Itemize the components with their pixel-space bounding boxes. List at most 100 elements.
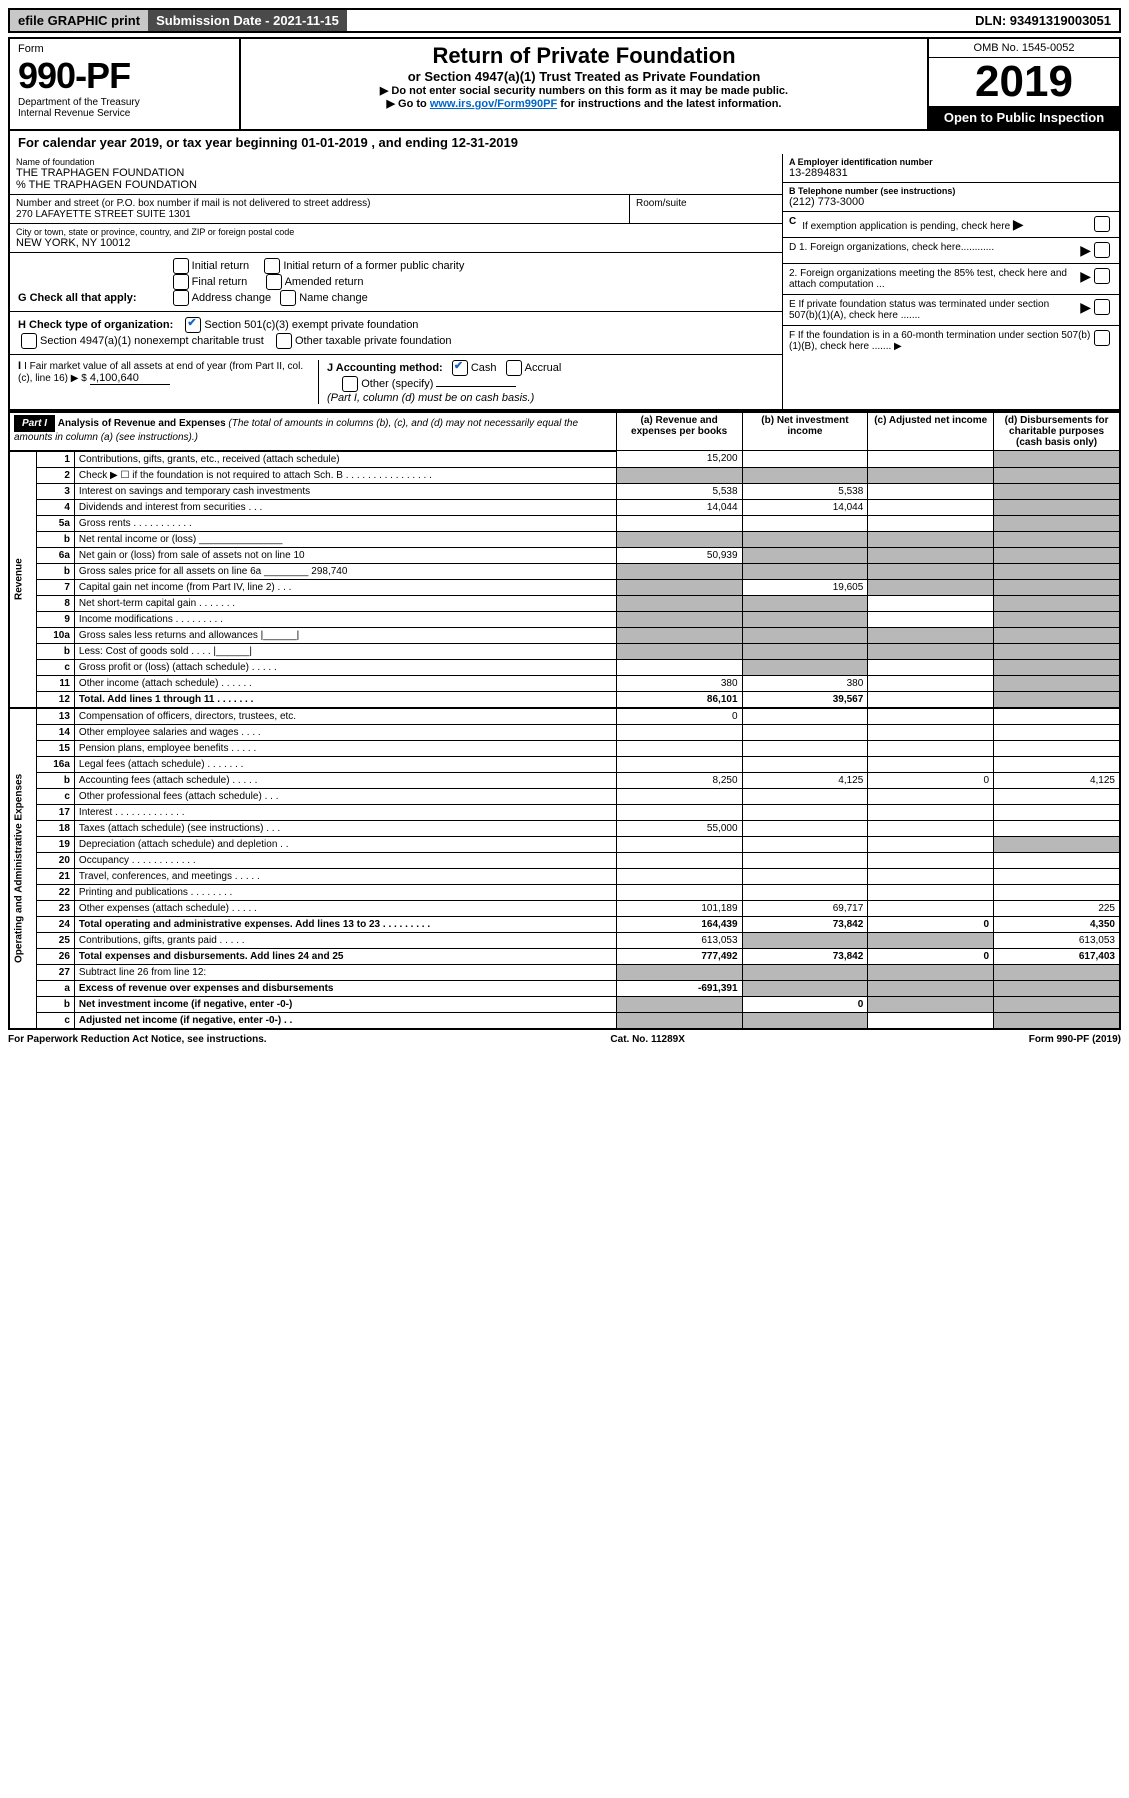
line-19-b: [742, 836, 868, 852]
line-24-b: 73,842: [742, 916, 868, 932]
calendar-year: For calendar year 2019, or tax year begi…: [8, 131, 1121, 154]
analysis-table: Part I Analysis of Revenue and Expenses …: [8, 411, 1121, 1030]
line-11-a: 380: [616, 675, 742, 691]
irs-link[interactable]: www.irs.gov/Form990PF: [430, 98, 557, 110]
line-24-a: 164,439: [616, 916, 742, 932]
line-13-desc: Compensation of officers, directors, tru…: [74, 708, 616, 725]
line-21-a: [616, 868, 742, 884]
line-4: 4: [37, 499, 75, 515]
line-13-c: [868, 708, 994, 725]
line-12-b: 39,567: [742, 691, 868, 708]
line-14: 14: [37, 724, 75, 740]
line-1-a: 15,200: [616, 451, 742, 468]
sec-d1: D 1. Foreign organizations, check here..…: [789, 242, 1080, 253]
line-27-d: [994, 964, 1120, 980]
line-12-desc: Total. Add lines 1 through 11 . . . . . …: [74, 691, 616, 708]
line-18-desc: Taxes (attach schedule) (see instruction…: [74, 820, 616, 836]
line-23-b: 69,717: [742, 900, 868, 916]
line-13: 13: [37, 708, 75, 725]
line-b-c: [868, 643, 994, 659]
ein: 13-2894831: [789, 167, 1113, 179]
submission-date: Submission Date - 2021-11-15: [148, 10, 347, 31]
cb-cash[interactable]: [452, 360, 468, 376]
line-24-d: 4,350: [994, 916, 1120, 932]
line-8-d: [994, 595, 1120, 611]
cb-d2[interactable]: [1094, 268, 1110, 284]
cb-4947[interactable]: [21, 333, 37, 349]
line-19-c: [868, 836, 994, 852]
cb-initial[interactable]: [173, 258, 189, 274]
line-27-b: [742, 964, 868, 980]
line-12-d: [994, 691, 1120, 708]
line-3-a: 5,538: [616, 483, 742, 499]
line-b-d: [994, 643, 1120, 659]
line-4-c: [868, 499, 994, 515]
line-a-a: -691,391: [616, 980, 742, 996]
top-bar: efile GRAPHIC print Submission Date - 20…: [8, 8, 1121, 33]
line-1-desc: Contributions, gifts, grants, etc., rece…: [74, 451, 616, 468]
line-b-b: [742, 531, 868, 547]
cb-e[interactable]: [1094, 299, 1110, 315]
line-3-desc: Interest on savings and temporary cash i…: [74, 483, 616, 499]
part1-label: Part I: [14, 415, 55, 432]
form-title: Return of Private Foundation: [251, 43, 917, 69]
line-19-desc: Depreciation (attach schedule) and deple…: [74, 836, 616, 852]
line-a-c: [868, 980, 994, 996]
col-a: (a) Revenue and expenses per books: [616, 412, 742, 451]
line-27-desc: Subtract line 26 from line 12:: [74, 964, 616, 980]
line-26-b: 73,842: [742, 948, 868, 964]
line-c-d: [994, 659, 1120, 675]
line-a-b: [742, 980, 868, 996]
line-1-b: [742, 451, 868, 468]
line-25-b: [742, 932, 868, 948]
line-b-desc: Less: Cost of goods sold . . . . |______…: [74, 643, 616, 659]
line-20-b: [742, 852, 868, 868]
line-5a-a: [616, 515, 742, 531]
cb-addrchg[interactable]: [173, 290, 189, 306]
cb-d1[interactable]: [1094, 242, 1110, 258]
line-7-a: [616, 579, 742, 595]
line-23-desc: Other expenses (attach schedule) . . . .…: [74, 900, 616, 916]
line-12: 12: [37, 691, 75, 708]
cb-c[interactable]: [1094, 216, 1110, 232]
name-label: Name of foundation: [16, 157, 776, 167]
line-b-b: [742, 643, 868, 659]
col-c: (c) Adjusted net income: [868, 412, 994, 451]
line-17-b: [742, 804, 868, 820]
cb-final[interactable]: [173, 274, 189, 290]
line-6a-d: [994, 547, 1120, 563]
cb-501c3[interactable]: [185, 317, 201, 333]
line-9-desc: Income modifications . . . . . . . . .: [74, 611, 616, 627]
line-25-c: [868, 932, 994, 948]
line-7-b: 19,605: [742, 579, 868, 595]
line-5a: 5a: [37, 515, 75, 531]
line-8-a: [616, 595, 742, 611]
line-10a-desc: Gross sales less returns and allowances …: [74, 627, 616, 643]
cb-amended[interactable]: [266, 274, 282, 290]
line-b-d: [994, 531, 1120, 547]
sec-f: F If the foundation is in a 60-month ter…: [789, 330, 1091, 352]
cb-other-tax[interactable]: [276, 333, 292, 349]
line-22: 22: [37, 884, 75, 900]
line-c-desc: Other professional fees (attach schedule…: [74, 788, 616, 804]
cb-initial-former[interactable]: [264, 258, 280, 274]
line-3-b: 5,538: [742, 483, 868, 499]
line-a: a: [37, 980, 75, 996]
line-b-a: 8,250: [616, 772, 742, 788]
line-6a-desc: Net gain or (loss) from sale of assets n…: [74, 547, 616, 563]
line-b-a: [616, 531, 742, 547]
cb-f[interactable]: [1094, 330, 1110, 346]
line-22-a: [616, 884, 742, 900]
col-d: (d) Disbursements for charitable purpose…: [994, 412, 1120, 451]
line-17-a: [616, 804, 742, 820]
address: 270 LAFAYETTE STREET SUITE 1301: [16, 209, 623, 220]
line-15-desc: Pension plans, employee benefits . . . .…: [74, 740, 616, 756]
cb-namechg[interactable]: [280, 290, 296, 306]
cb-other-acct[interactable]: [342, 376, 358, 392]
cb-accrual[interactable]: [506, 360, 522, 376]
section-i: I I Fair market value of all assets at e…: [10, 355, 782, 409]
line-11-c: [868, 675, 994, 691]
line-17-c: [868, 804, 994, 820]
line-16a-desc: Legal fees (attach schedule) . . . . . .…: [74, 756, 616, 772]
efile-btn[interactable]: efile GRAPHIC print: [10, 10, 148, 31]
